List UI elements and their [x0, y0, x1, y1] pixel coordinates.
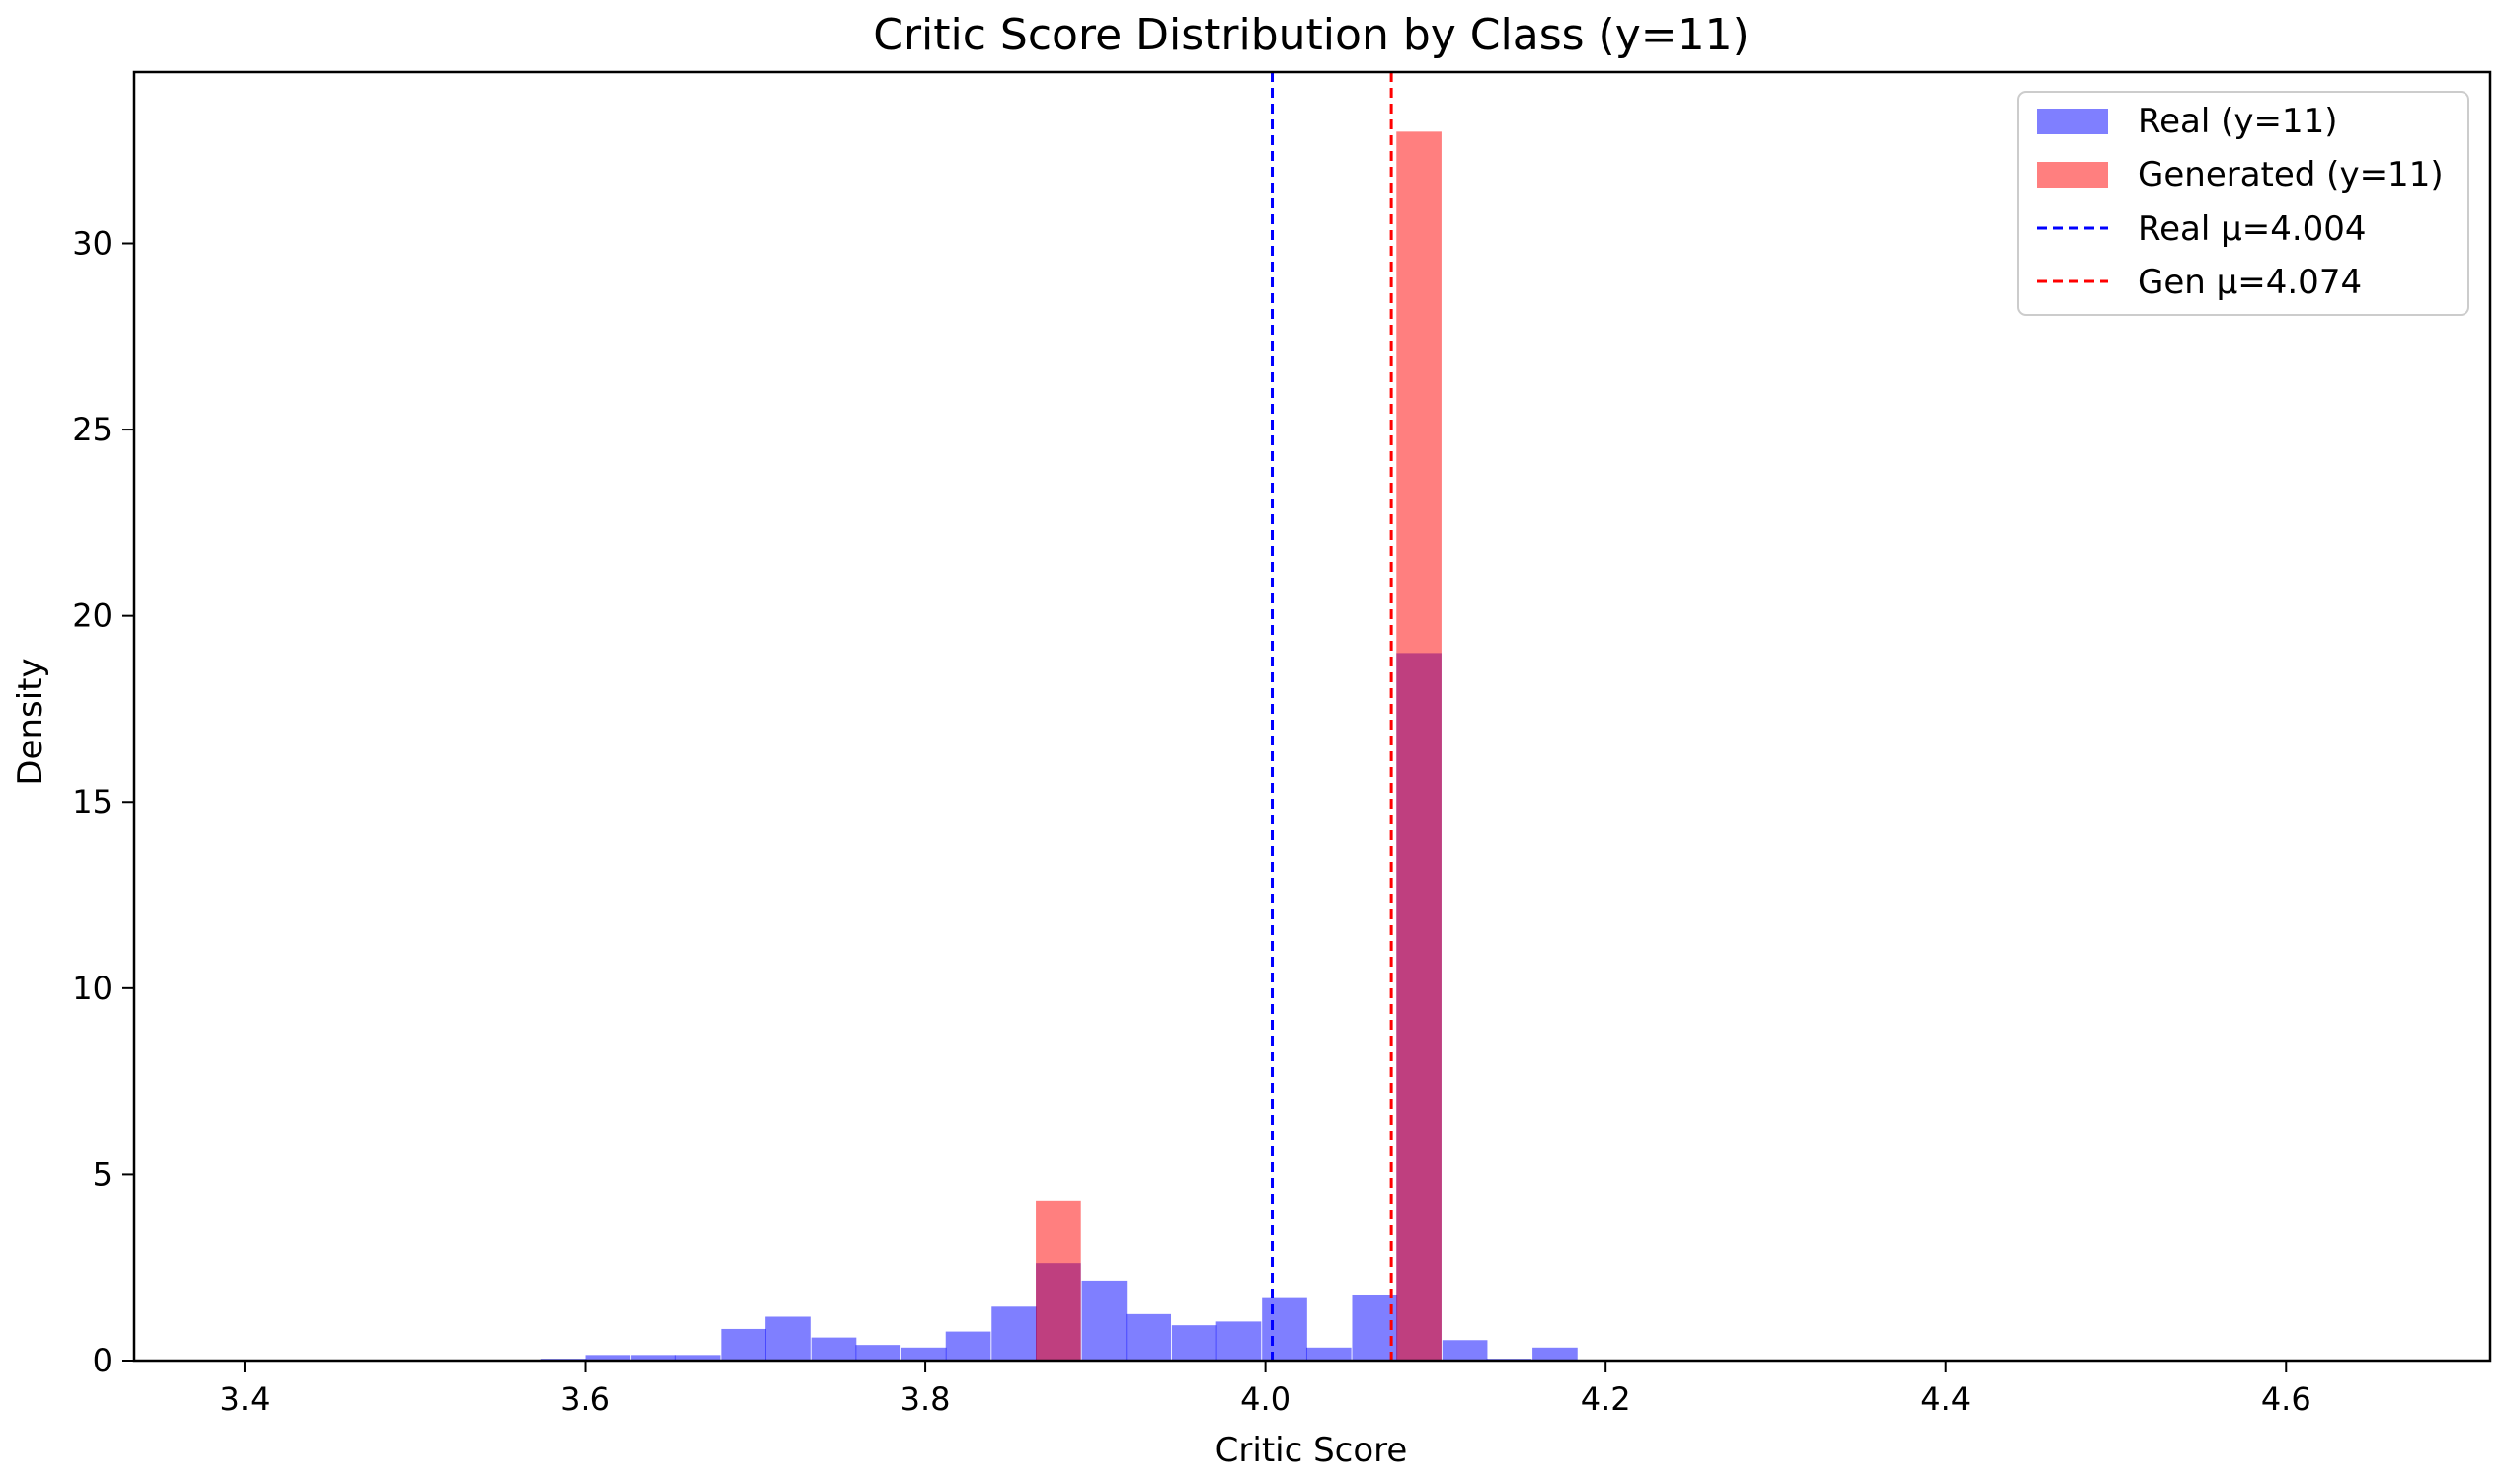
y-tick-label: 15 — [72, 783, 113, 820]
generated-histogram-bar — [1396, 131, 1442, 1362]
y-tick-label: 25 — [72, 411, 113, 448]
real-histogram-bar — [1215, 1321, 1262, 1361]
real-histogram-bar — [585, 1355, 631, 1361]
real-histogram-bar — [674, 1355, 721, 1361]
x-tick-label: 4.0 — [1240, 1380, 1291, 1418]
legend-box — [2017, 91, 2469, 316]
x-tick-label: 4.6 — [2261, 1380, 2311, 1418]
real-histogram-bar — [765, 1316, 811, 1361]
y-tick-label: 5 — [93, 1155, 113, 1193]
plot-area — [540, 72, 1578, 1362]
real-histogram-bar — [1081, 1280, 1128, 1361]
real-histogram-bar — [991, 1306, 1037, 1361]
x-tick-label: 3.4 — [220, 1380, 271, 1418]
real-histogram-bar — [855, 1345, 901, 1361]
real-histogram-bar — [1352, 1294, 1398, 1361]
real-histogram-bar — [1305, 1347, 1352, 1361]
y-axis-label: Density — [11, 658, 50, 785]
y-tick-label: 0 — [93, 1342, 113, 1379]
real-histogram-bar — [1171, 1325, 1217, 1361]
real-histogram-bar — [1126, 1313, 1172, 1361]
chart-title: Critic Score Distribution by Class (y=11… — [873, 10, 1750, 60]
real-histogram-bar — [1532, 1347, 1578, 1361]
real-histogram-bar — [1442, 1340, 1488, 1361]
real-histogram-bar — [1262, 1297, 1307, 1361]
real-histogram-bar — [945, 1331, 991, 1361]
legend-label-gen-mean: Gen μ=4.074 — [2138, 263, 2362, 302]
legend-label-real-mean: Real μ=4.004 — [2138, 209, 2367, 249]
y-axis-ticks: 0 5 10 15 20 25 30 — [72, 224, 134, 1379]
y-tick-label: 10 — [72, 970, 113, 1007]
x-axis-label: Critic Score — [1215, 1431, 1408, 1470]
real-histogram-bar — [721, 1328, 766, 1361]
x-tick-label: 4.4 — [1920, 1380, 1971, 1418]
legend-label-real: Real (y=11) — [2138, 102, 2338, 141]
generated-histogram-bar — [1036, 1200, 1081, 1361]
x-axis-ticks: 3.4 3.6 3.8 4.0 4.2 4.4 4.6 — [220, 1361, 2311, 1418]
real-histogram-bar — [811, 1337, 857, 1361]
y-tick-label: 20 — [72, 597, 113, 635]
x-tick-label: 4.2 — [1581, 1380, 1631, 1418]
real-histogram-bar — [900, 1347, 947, 1361]
legend-swatch-generated — [2037, 162, 2108, 188]
legend-swatch-real — [2037, 109, 2108, 134]
real-histogram-bar — [631, 1355, 676, 1361]
x-tick-label: 3.8 — [900, 1380, 951, 1418]
x-tick-label: 3.6 — [560, 1380, 610, 1418]
legend-label-generated: Generated (y=11) — [2138, 155, 2444, 195]
plot-frame — [132, 70, 2492, 1363]
y-tick-label: 30 — [72, 224, 113, 262]
legend: Real (y=11) Generated (y=11) Real μ=4.00… — [2017, 91, 2469, 316]
